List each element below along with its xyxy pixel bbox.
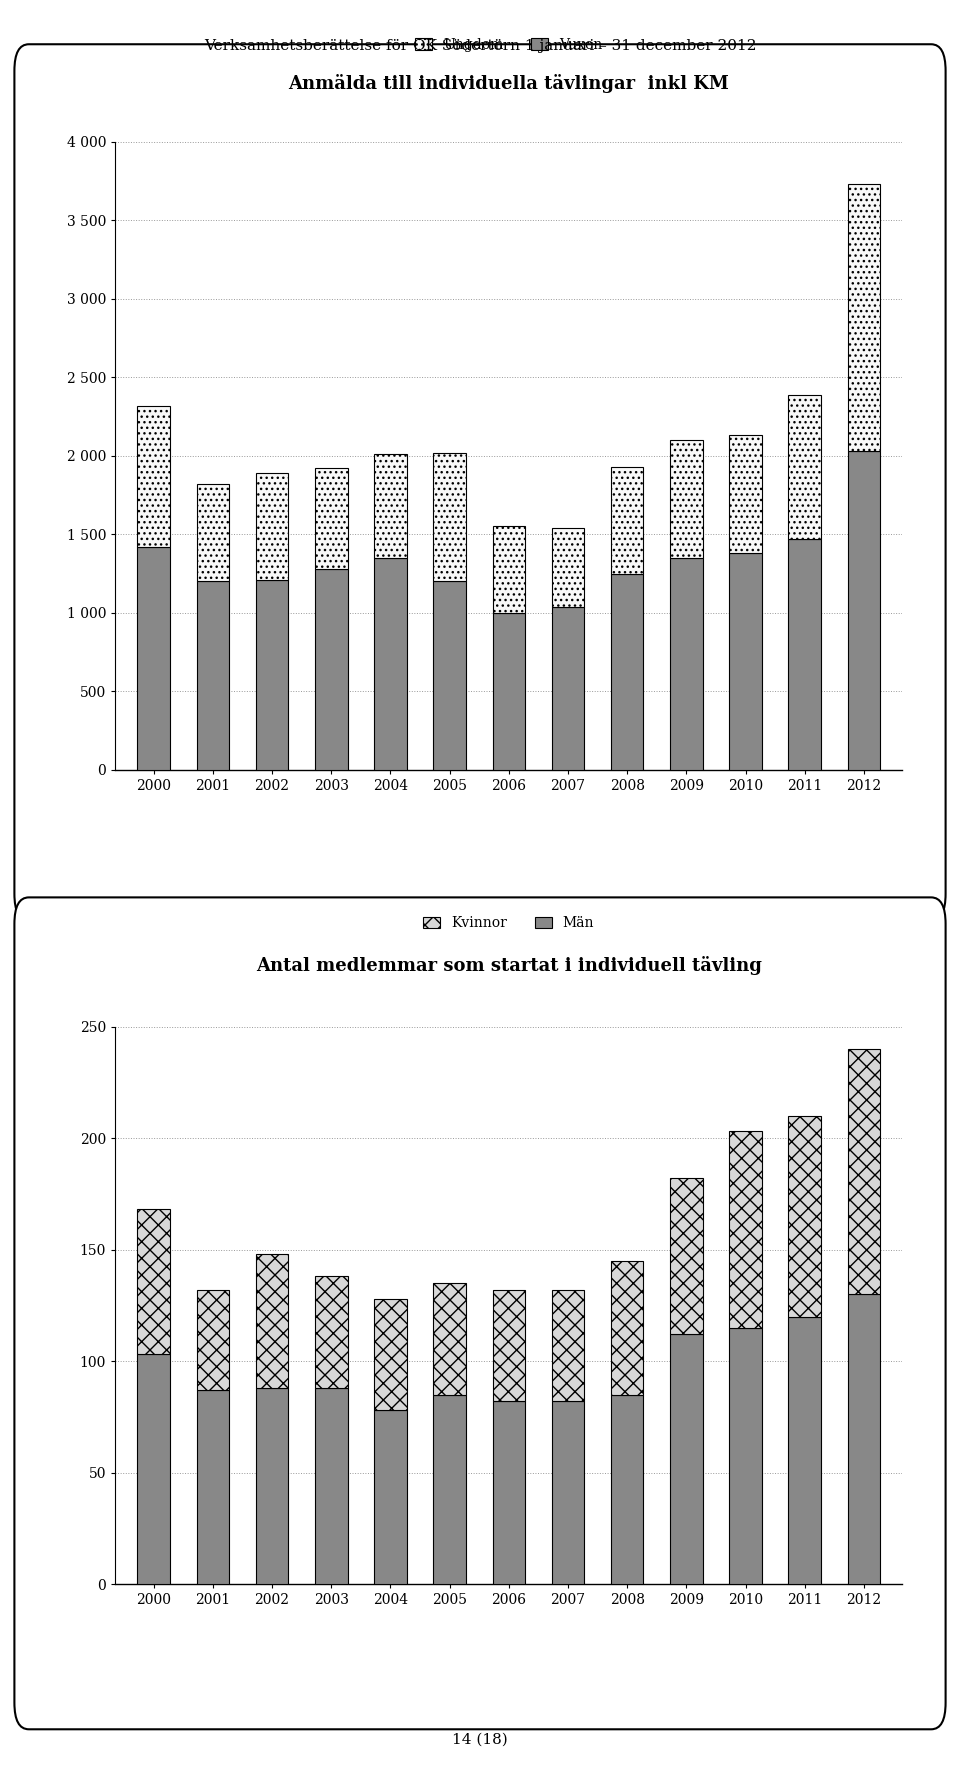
Bar: [492, 1290, 525, 1402]
Bar: [433, 453, 466, 581]
Text: 14 (18): 14 (18): [452, 1733, 508, 1747]
Bar: [730, 1131, 762, 1328]
Bar: [552, 527, 585, 607]
Bar: [197, 483, 229, 581]
Bar: [315, 1388, 348, 1584]
Bar: [730, 1328, 762, 1584]
Bar: [374, 558, 407, 770]
Bar: [788, 1317, 821, 1584]
Bar: [433, 1283, 466, 1395]
Bar: [611, 573, 643, 770]
Bar: [611, 1395, 643, 1584]
Bar: [374, 1411, 407, 1584]
Bar: [315, 469, 348, 568]
Bar: [492, 612, 525, 770]
Bar: [255, 473, 288, 581]
Bar: [255, 581, 288, 770]
Bar: [137, 1354, 170, 1584]
Bar: [433, 581, 466, 770]
Bar: [552, 1290, 585, 1402]
Title: Antal medlemmar som startat i individuell tävling: Antal medlemmar som startat i individuel…: [256, 956, 761, 975]
Bar: [137, 405, 170, 547]
Bar: [848, 451, 880, 770]
Bar: [197, 581, 229, 770]
Bar: [492, 526, 525, 612]
Title: Anmälda till individuella tävlingar  inkl KM: Anmälda till individuella tävlingar inkl…: [288, 74, 730, 92]
Bar: [848, 1294, 880, 1584]
Bar: [611, 467, 643, 573]
Bar: [788, 395, 821, 540]
Bar: [611, 1260, 643, 1395]
Bar: [492, 1402, 525, 1584]
Bar: [137, 547, 170, 770]
Bar: [670, 1179, 703, 1335]
Bar: [848, 184, 880, 451]
Bar: [730, 554, 762, 770]
Bar: [197, 1290, 229, 1389]
Bar: [255, 1388, 288, 1584]
Bar: [670, 558, 703, 770]
Bar: [670, 1335, 703, 1584]
Bar: [315, 1276, 348, 1388]
Bar: [730, 435, 762, 554]
Bar: [848, 1050, 880, 1294]
Bar: [137, 1209, 170, 1354]
Bar: [552, 607, 585, 770]
Bar: [433, 1395, 466, 1584]
Bar: [552, 1402, 585, 1584]
Bar: [788, 1115, 821, 1317]
Legend: Kvinnor, Män: Kvinnor, Män: [418, 912, 600, 936]
Bar: [788, 540, 821, 770]
Bar: [197, 1389, 229, 1584]
Bar: [255, 1255, 288, 1388]
Legend: Ungdom, Vuxen: Ungdom, Vuxen: [410, 32, 608, 57]
Bar: [670, 441, 703, 558]
Text: Verksamhetsberättelse för OK Södertörn 1 januari – 31 december 2012: Verksamhetsberättelse för OK Södertörn 1…: [204, 39, 756, 53]
Bar: [374, 455, 407, 558]
Bar: [315, 568, 348, 770]
Bar: [374, 1299, 407, 1411]
